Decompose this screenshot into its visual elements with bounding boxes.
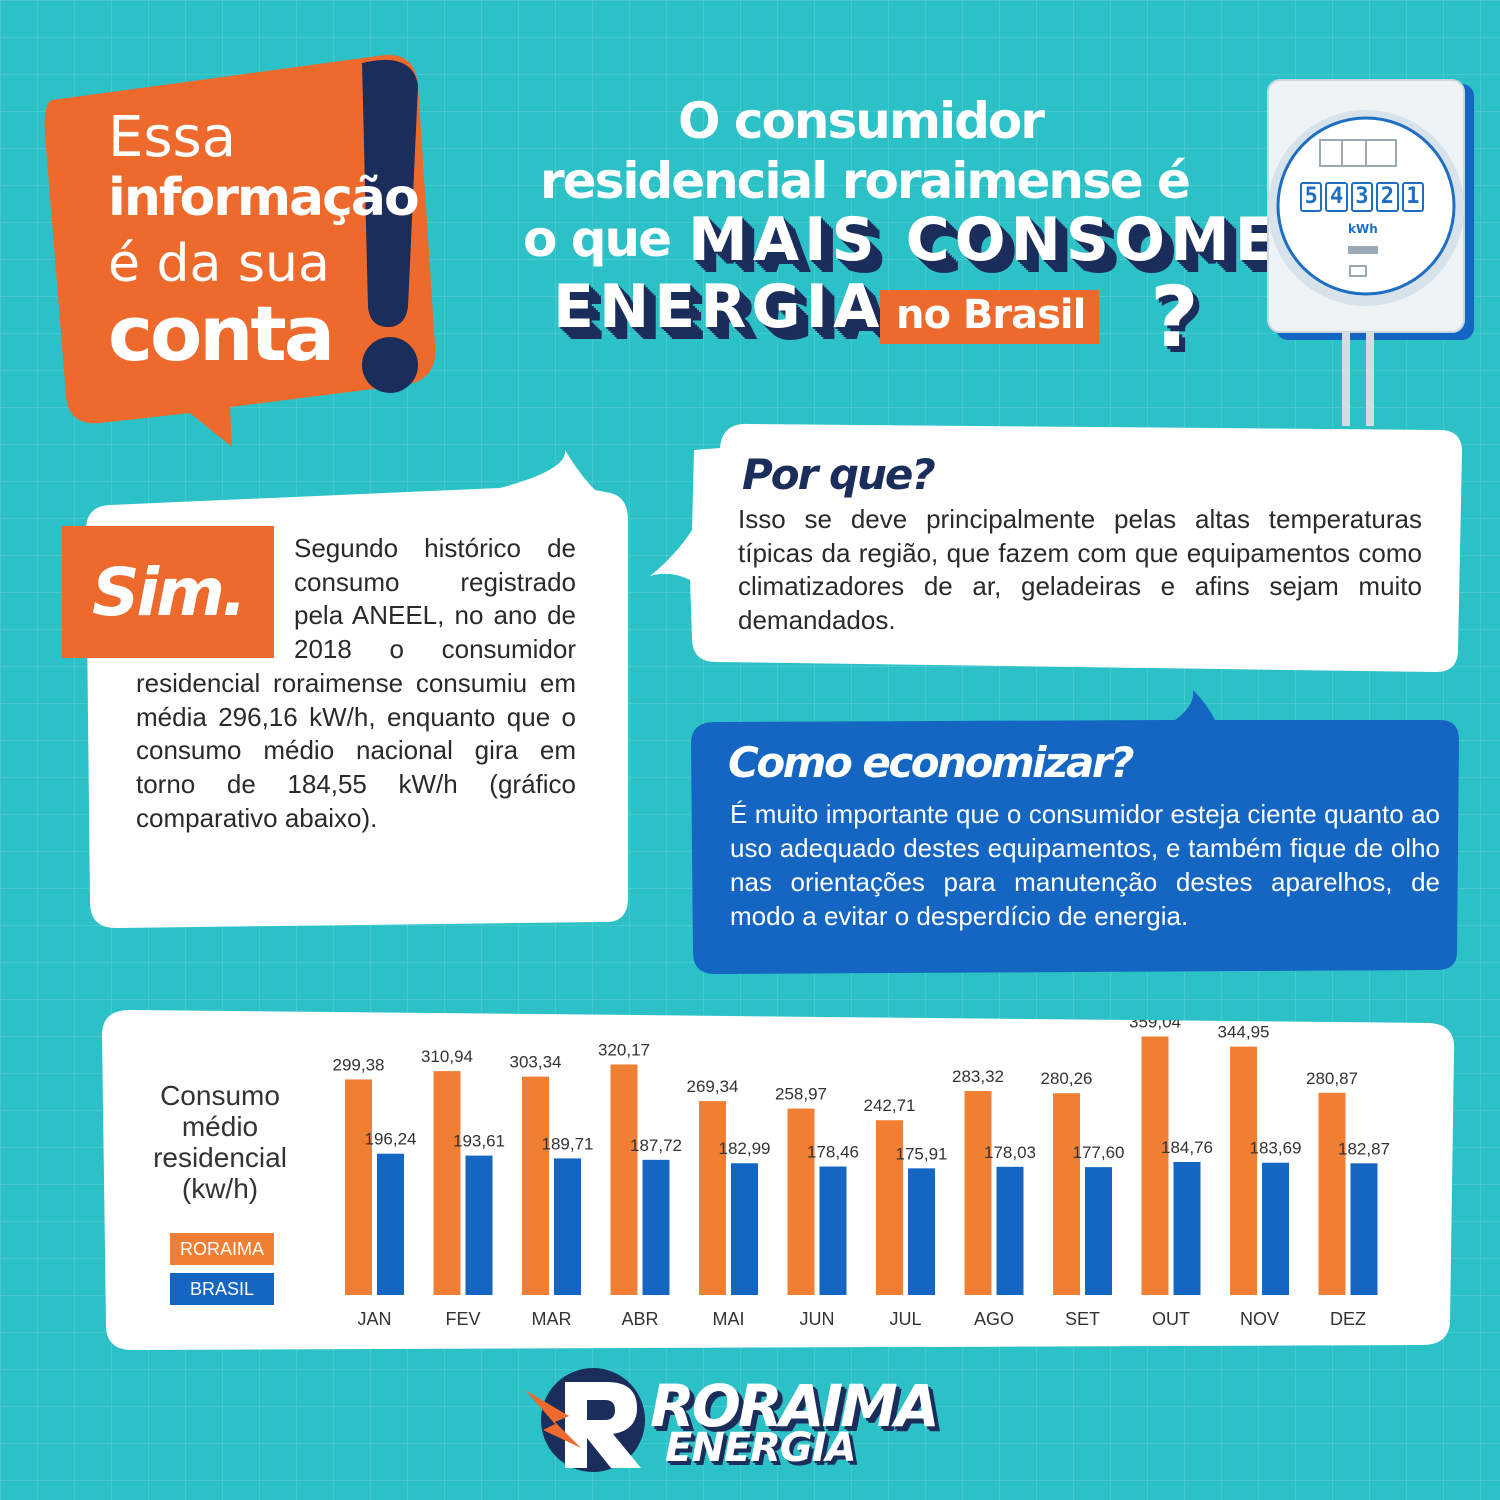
data-label-roraima-dez: 280,87 xyxy=(1306,1069,1358,1088)
bar-roraima-jun xyxy=(787,1108,815,1295)
meter-unit-label: kWh xyxy=(1348,222,1378,236)
bar-roraima-dez xyxy=(1318,1092,1346,1295)
bar-roraima-jan xyxy=(345,1079,372,1295)
x-tick-label-mar: MAR xyxy=(532,1309,572,1329)
roraima-energia-logo xyxy=(525,1368,645,1472)
data-label-brasil-abr: 187,72 xyxy=(630,1136,682,1155)
sim-label: Sim. xyxy=(91,553,247,631)
alert-line-1: Essa xyxy=(108,105,237,170)
bar-roraima-out xyxy=(1141,1036,1169,1295)
data-label-roraima-ago: 283,32 xyxy=(952,1067,1004,1086)
sim-label-box: Sim. xyxy=(62,526,274,658)
data-label-brasil-dez: 182,87 xyxy=(1338,1139,1390,1158)
alert-line-4: conta xyxy=(108,289,335,378)
exclamation-icon xyxy=(362,59,418,327)
bar-brasil-nov xyxy=(1262,1162,1289,1295)
data-label-roraima-jan: 299,38 xyxy=(333,1055,385,1074)
alert-line-2: informação xyxy=(108,168,420,228)
bar-roraima-set xyxy=(1053,1093,1080,1295)
data-label-brasil-fev: 193,61 xyxy=(453,1132,505,1151)
x-tick-label-fev: FEV xyxy=(445,1309,480,1329)
alert-speech-bubble xyxy=(44,54,436,447)
meter-digit-display: 5 4 3 2 1 xyxy=(1300,182,1425,212)
legend-roraima: RORAIMA xyxy=(170,1233,274,1265)
x-tick-label-dez: DEZ xyxy=(1330,1309,1366,1329)
x-tick-label-jul: JUL xyxy=(889,1309,921,1329)
data-label-brasil-jan: 196,24 xyxy=(365,1130,417,1149)
logo-wordmark-top: RORAIMA xyxy=(650,1372,940,1440)
bar-roraima-fev xyxy=(433,1071,461,1295)
meter-digit: 3 xyxy=(1350,182,1374,212)
bar-brasil-abr xyxy=(642,1159,670,1295)
headline-mais-consome: MAIS CONSOME xyxy=(688,205,1281,275)
x-tick-label-jan: JAN xyxy=(357,1309,391,1329)
porque-speech-bubble xyxy=(650,423,1462,672)
data-label-roraima-nov: 344,95 xyxy=(1218,1023,1270,1042)
data-label-roraima-jul: 242,71 xyxy=(864,1096,916,1115)
headline-line-1: O consumidor xyxy=(678,92,1045,150)
bar-brasil-jul xyxy=(908,1168,935,1295)
headline-energia: ENERGIA xyxy=(553,272,885,342)
data-label-roraima-mai: 269,34 xyxy=(687,1077,739,1096)
bar-brasil-jan xyxy=(377,1153,404,1295)
headline-line-3: o que xyxy=(523,210,672,268)
question-mark-icon: ? xyxy=(1150,268,1199,366)
bar-brasil-fev xyxy=(465,1155,493,1295)
bar-roraima-ago xyxy=(964,1091,992,1295)
legend-brasil: BRASIL xyxy=(170,1273,274,1305)
meter-digit: 4 xyxy=(1325,182,1348,212)
bar-roraima-mai xyxy=(699,1101,726,1295)
bar-roraima-mar xyxy=(522,1076,549,1295)
meter-digit: 1 xyxy=(1401,182,1425,212)
x-tick-label-ago: AGO xyxy=(974,1309,1014,1329)
meter-digit: 5 xyxy=(1300,182,1323,212)
bar-brasil-set xyxy=(1085,1167,1112,1295)
como-title: Como economizar? xyxy=(728,738,1134,787)
alert-line-3: é da sua xyxy=(108,234,330,294)
bar-brasil-jun xyxy=(819,1166,847,1295)
data-label-brasil-ago: 178,03 xyxy=(984,1143,1036,1162)
headline-line-2: residencial roraimense é xyxy=(540,152,1191,210)
data-label-roraima-abr: 320,17 xyxy=(598,1040,650,1059)
bar-roraima-nov xyxy=(1230,1046,1257,1295)
bar-roraima-jul xyxy=(876,1120,903,1295)
x-tick-label-nov: NOV xyxy=(1240,1309,1279,1329)
bar-brasil-dez xyxy=(1350,1163,1378,1295)
data-label-brasil-jul: 175,91 xyxy=(896,1144,948,1163)
data-label-roraima-jun: 258,97 xyxy=(775,1085,827,1104)
bar-brasil-out xyxy=(1173,1161,1201,1295)
bar-brasil-mar xyxy=(554,1158,581,1295)
headline-brasil-tag: no Brasil xyxy=(880,290,1100,344)
data-label-roraima-fev: 310,94 xyxy=(421,1047,473,1066)
x-tick-label-jun: JUN xyxy=(800,1309,835,1329)
como-paragraph: É muito importante que o consumidor este… xyxy=(730,799,1440,931)
data-label-roraima-set: 280,26 xyxy=(1041,1069,1093,1088)
sim-paragraph: Segundo histórico de consumo registrado … xyxy=(136,533,576,833)
bar-brasil-ago xyxy=(996,1166,1024,1295)
data-label-brasil-out: 184,76 xyxy=(1161,1138,1213,1157)
data-label-brasil-nov: 183,69 xyxy=(1250,1139,1302,1158)
data-label-brasil-set: 177,60 xyxy=(1073,1143,1125,1162)
logo-wordmark-bottom: ENERGIA xyxy=(665,1425,857,1471)
porque-paragraph: Isso se deve principalmente pelas altas … xyxy=(738,504,1422,635)
data-label-roraima-mar: 303,34 xyxy=(510,1053,562,1072)
data-label-brasil-mai: 182,99 xyxy=(719,1139,771,1158)
bar-brasil-mai xyxy=(731,1163,758,1295)
data-label-roraima-out: 359,04 xyxy=(1129,1020,1181,1031)
x-tick-label-out: OUT xyxy=(1152,1309,1190,1329)
x-tick-label-mai: MAI xyxy=(712,1309,744,1329)
data-label-brasil-jun: 178,46 xyxy=(807,1143,859,1162)
bar-chart: 299,38 196,24 JAN 310,94 193,61 FEV 303,34 189,… xyxy=(333,1020,1391,1329)
porque-title: Por que? xyxy=(742,450,936,499)
chart-title: Consumo médio residencial (kw/h) xyxy=(153,1080,287,1204)
meter-digit: 2 xyxy=(1376,182,1399,212)
bar-roraima-abr xyxy=(610,1064,638,1295)
como-speech-bubble xyxy=(691,690,1459,974)
electricity-meter-icon xyxy=(1267,79,1474,426)
x-tick-label-abr: ABR xyxy=(621,1309,658,1329)
exclamation-dot xyxy=(362,337,418,393)
data-label-brasil-mar: 189,71 xyxy=(542,1134,594,1153)
x-tick-label-set: SET xyxy=(1065,1309,1100,1329)
